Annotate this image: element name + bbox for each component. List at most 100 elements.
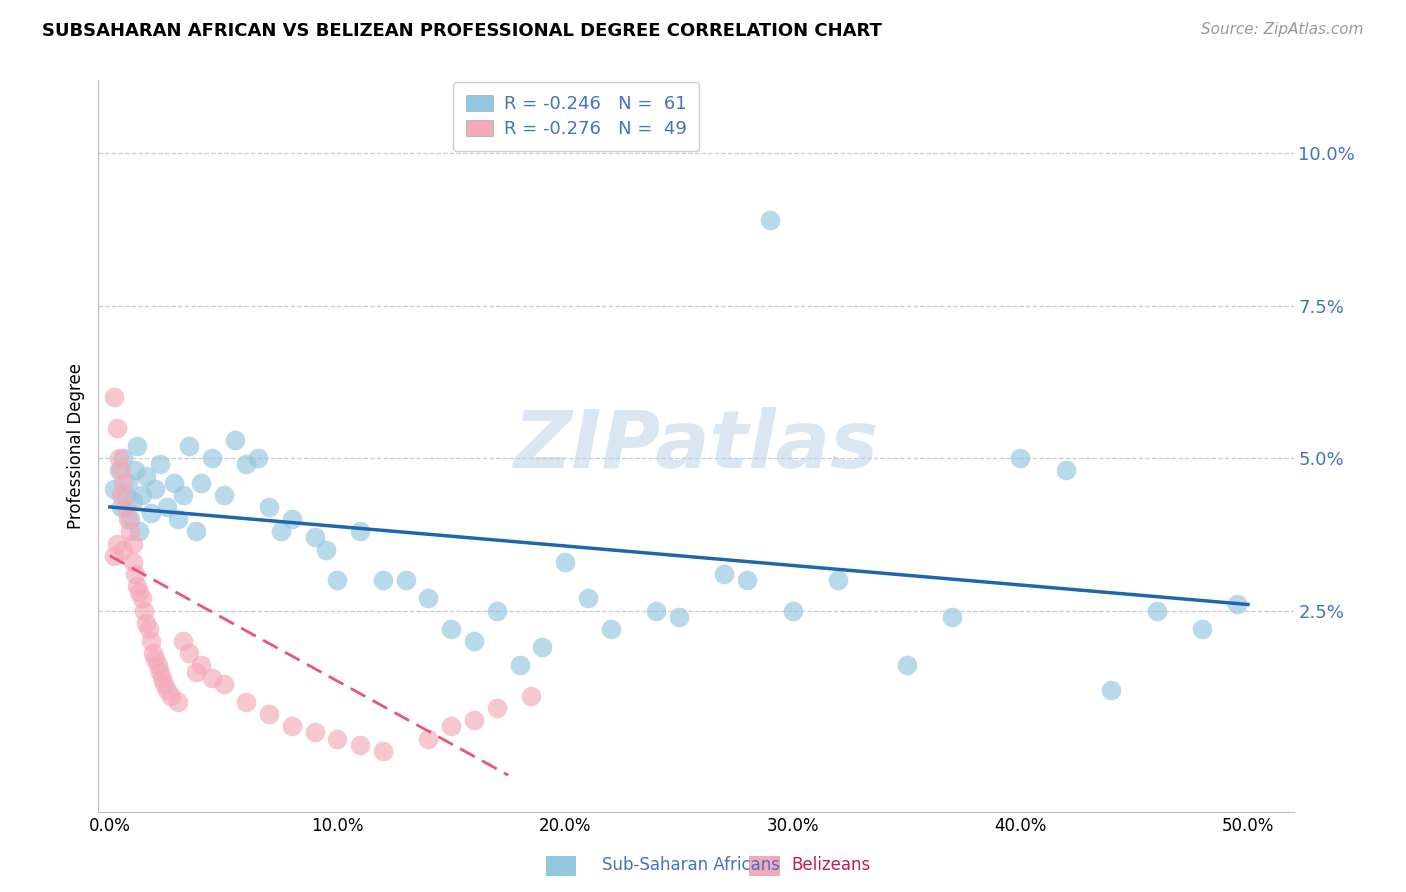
- Point: [190, 658, 212, 673]
- Point: [172, 634, 194, 648]
- Point: [112, 475, 135, 490]
- Point: [554, 555, 576, 569]
- Point: [349, 738, 371, 752]
- Point: [117, 475, 139, 490]
- Point: [179, 439, 201, 453]
- Legend: R = -0.246   N =  61, R = -0.276   N =  49: R = -0.246 N = 61, R = -0.276 N = 49: [453, 82, 700, 151]
- Point: [112, 451, 135, 466]
- Point: [668, 609, 690, 624]
- Point: [121, 494, 143, 508]
- Point: [186, 665, 208, 679]
- Point: [179, 646, 201, 660]
- Point: [149, 457, 172, 471]
- Point: [156, 682, 179, 697]
- Text: Source: ZipAtlas.com: Source: ZipAtlas.com: [1201, 22, 1364, 37]
- Point: [326, 573, 349, 587]
- Point: [371, 744, 394, 758]
- Point: [162, 475, 184, 490]
- Text: Belizeans: Belizeans: [792, 856, 870, 874]
- Point: [128, 585, 150, 599]
- Point: [108, 451, 131, 466]
- Point: [1226, 598, 1249, 612]
- Point: [105, 536, 128, 550]
- Point: [143, 652, 166, 666]
- Point: [139, 634, 162, 648]
- Point: [132, 603, 155, 617]
- Point: [315, 542, 337, 557]
- Point: [121, 555, 143, 569]
- Point: [418, 731, 440, 746]
- Point: [349, 524, 371, 539]
- Point: [485, 701, 508, 715]
- Point: [759, 213, 782, 227]
- Point: [120, 512, 142, 526]
- Point: [138, 622, 160, 636]
- Point: [108, 463, 131, 477]
- Point: [190, 475, 212, 490]
- Point: [246, 451, 269, 466]
- Point: [257, 707, 280, 722]
- Point: [235, 457, 257, 471]
- Point: [509, 658, 531, 673]
- Point: [103, 390, 125, 404]
- Point: [941, 609, 963, 624]
- Point: [1146, 603, 1168, 617]
- Point: [186, 524, 208, 539]
- Point: [131, 591, 153, 606]
- Point: [235, 695, 257, 709]
- Point: [105, 421, 128, 435]
- Point: [224, 433, 246, 447]
- Point: [326, 731, 349, 746]
- Point: [142, 646, 165, 660]
- Text: Sub-Saharan Africans: Sub-Saharan Africans: [602, 856, 780, 874]
- Point: [395, 573, 418, 587]
- Point: [463, 634, 485, 648]
- Point: [1010, 451, 1032, 466]
- Point: [110, 500, 132, 514]
- Point: [117, 512, 139, 526]
- Point: [735, 573, 758, 587]
- Point: [896, 658, 918, 673]
- Point: [110, 488, 132, 502]
- Point: [135, 615, 157, 630]
- Point: [128, 524, 150, 539]
- Point: [127, 439, 149, 453]
- Point: [212, 676, 235, 690]
- Point: [576, 591, 599, 606]
- Point: [201, 451, 224, 466]
- Point: [114, 500, 136, 514]
- Point: [121, 536, 143, 550]
- Point: [281, 512, 304, 526]
- Point: [713, 567, 735, 582]
- Point: [131, 488, 153, 502]
- Point: [153, 676, 176, 690]
- Point: [1191, 622, 1213, 636]
- Point: [440, 622, 463, 636]
- Point: [599, 622, 621, 636]
- Point: [281, 719, 304, 733]
- Point: [1054, 463, 1077, 477]
- Point: [485, 603, 508, 617]
- Point: [167, 695, 190, 709]
- Point: [146, 658, 169, 673]
- Text: SUBSAHARAN AFRICAN VS BELIZEAN PROFESSIONAL DEGREE CORRELATION CHART: SUBSAHARAN AFRICAN VS BELIZEAN PROFESSIO…: [42, 22, 882, 40]
- Point: [1099, 682, 1122, 697]
- Point: [139, 506, 162, 520]
- Point: [371, 573, 394, 587]
- Point: [645, 603, 668, 617]
- Text: ZIPatlas: ZIPatlas: [513, 407, 879, 485]
- Point: [103, 549, 125, 563]
- Point: [304, 530, 326, 544]
- Point: [160, 689, 183, 703]
- Point: [440, 719, 463, 733]
- Point: [149, 665, 172, 679]
- Point: [103, 482, 125, 496]
- Point: [201, 671, 224, 685]
- Point: [156, 500, 179, 514]
- Point: [124, 567, 146, 582]
- Point: [827, 573, 849, 587]
- Point: [782, 603, 804, 617]
- Point: [172, 488, 194, 502]
- Point: [257, 500, 280, 514]
- Point: [150, 671, 173, 685]
